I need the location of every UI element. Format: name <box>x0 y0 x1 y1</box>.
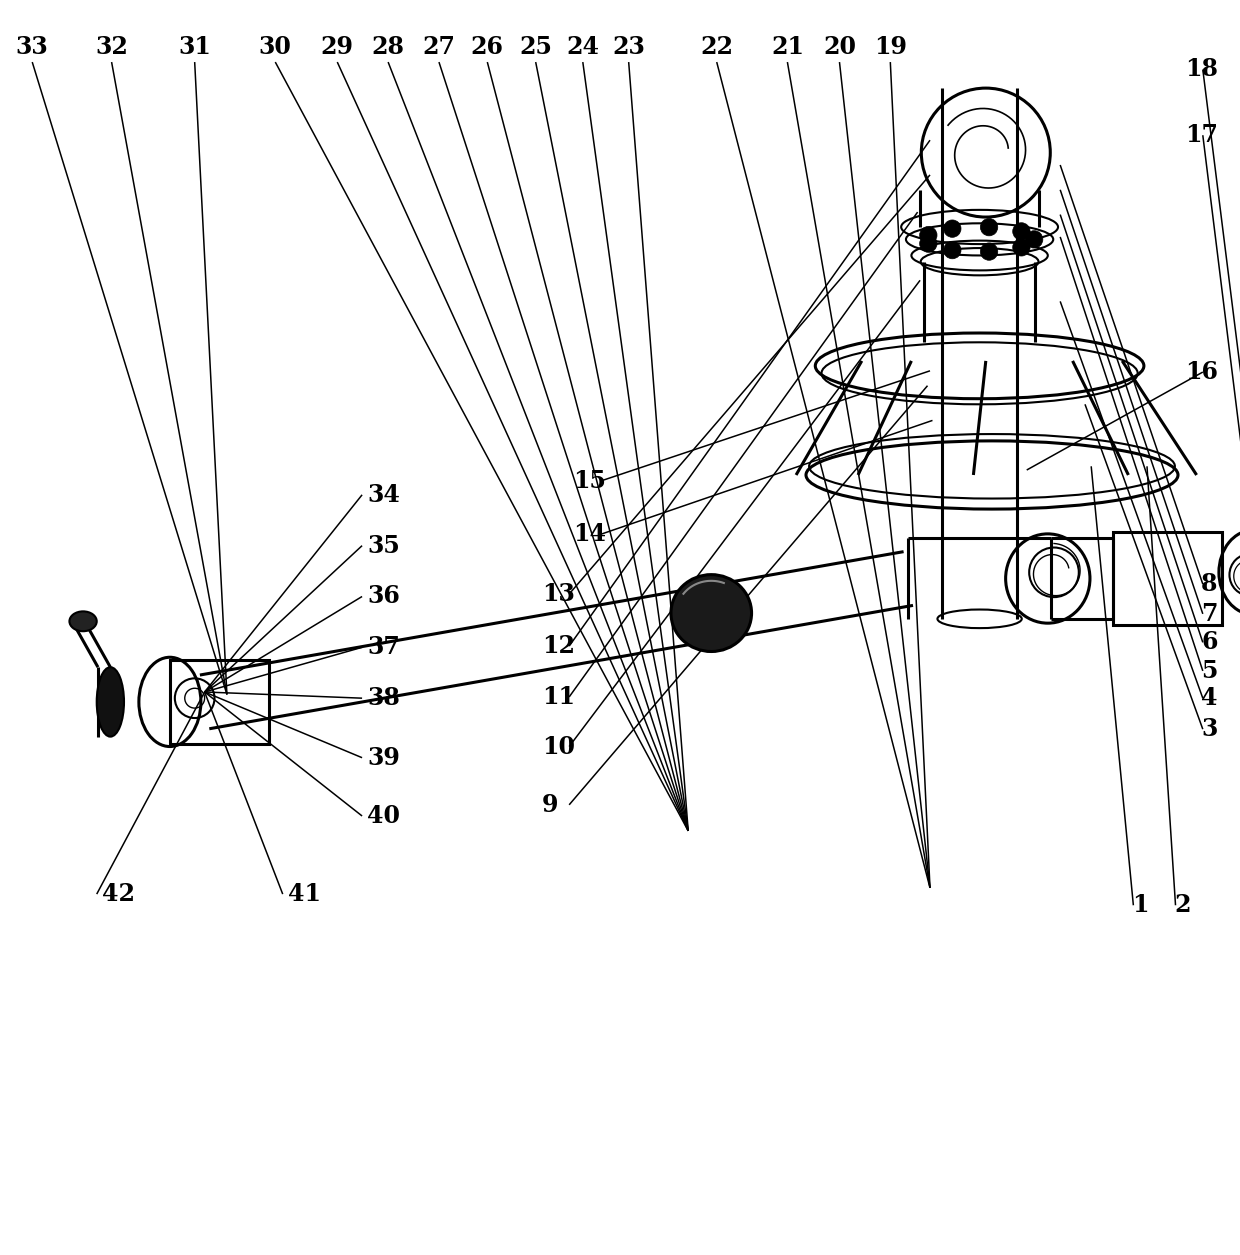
Bar <box>170 660 269 744</box>
Circle shape <box>981 218 998 236</box>
Ellipse shape <box>97 668 124 737</box>
Text: 6: 6 <box>1202 630 1218 654</box>
Text: 7: 7 <box>1202 602 1218 626</box>
Circle shape <box>920 226 937 243</box>
Text: 11: 11 <box>542 685 575 709</box>
Text: 19: 19 <box>874 35 906 59</box>
Circle shape <box>981 243 998 260</box>
Text: 21: 21 <box>771 35 804 59</box>
Text: 36: 36 <box>367 585 401 609</box>
Text: 14: 14 <box>573 522 606 546</box>
Text: 27: 27 <box>423 35 455 59</box>
Circle shape <box>920 235 937 252</box>
Text: 29: 29 <box>321 35 353 59</box>
Text: 10: 10 <box>542 734 575 758</box>
Text: 24: 24 <box>567 35 599 59</box>
Circle shape <box>944 220 961 237</box>
Text: 15: 15 <box>573 469 606 493</box>
Text: 32: 32 <box>95 35 128 59</box>
Text: 39: 39 <box>367 745 401 769</box>
Text: 16: 16 <box>1184 360 1218 384</box>
Text: 31: 31 <box>179 35 211 59</box>
Text: 5: 5 <box>1202 659 1218 683</box>
Text: 23: 23 <box>613 35 645 59</box>
Text: 42: 42 <box>102 882 135 906</box>
Text: 2: 2 <box>1174 894 1190 917</box>
Text: 30: 30 <box>259 35 291 59</box>
Text: 20: 20 <box>823 35 856 59</box>
Ellipse shape <box>69 611 97 631</box>
Circle shape <box>944 241 961 259</box>
Text: 26: 26 <box>471 35 503 59</box>
Text: 34: 34 <box>367 483 401 507</box>
Text: 28: 28 <box>372 35 404 59</box>
Text: 18: 18 <box>1184 58 1218 82</box>
Text: 17: 17 <box>1184 123 1218 147</box>
Text: 13: 13 <box>542 582 575 606</box>
Text: 37: 37 <box>367 635 401 659</box>
Text: 41: 41 <box>288 882 321 906</box>
Text: 40: 40 <box>367 804 401 828</box>
Text: 25: 25 <box>520 35 552 59</box>
Bar <box>1114 532 1221 625</box>
Circle shape <box>1013 238 1030 256</box>
Text: 12: 12 <box>542 634 575 658</box>
Ellipse shape <box>671 575 751 651</box>
Text: 33: 33 <box>16 35 48 59</box>
Text: 35: 35 <box>367 533 399 557</box>
Text: 8: 8 <box>1202 572 1218 596</box>
Text: 9: 9 <box>542 793 558 817</box>
Text: 3: 3 <box>1202 717 1218 742</box>
Text: 1: 1 <box>1132 894 1148 917</box>
Text: 22: 22 <box>701 35 733 59</box>
Text: 38: 38 <box>367 686 401 710</box>
Circle shape <box>1025 231 1043 248</box>
Text: 4: 4 <box>1202 686 1218 710</box>
Circle shape <box>1013 222 1030 240</box>
